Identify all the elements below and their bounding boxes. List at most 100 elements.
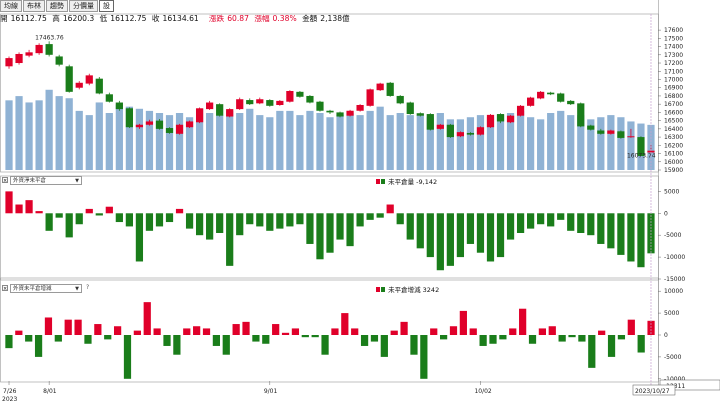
- candle-body: [597, 130, 605, 134]
- close-label: 收: [151, 14, 160, 23]
- candle-body: [65, 66, 73, 92]
- volume-bar: [326, 117, 334, 170]
- oi-change-bar: [459, 310, 467, 335]
- oi-change-bar: [84, 335, 92, 344]
- candle-body: [226, 109, 234, 117]
- oi-bar: [537, 213, 545, 225]
- oi-change-bar: [133, 330, 141, 335]
- candle-body: [577, 103, 585, 127]
- oi-bar: [406, 213, 414, 240]
- price-tick-label: 15900: [664, 167, 683, 174]
- oi-bar: [256, 213, 264, 227]
- change-value: 60.87: [227, 14, 249, 23]
- oi-bar: [35, 211, 43, 214]
- oi-change-bar: [5, 335, 13, 349]
- oi-bar: [577, 213, 585, 233]
- candle-body: [125, 108, 133, 128]
- oi-change-bar: [94, 324, 102, 335]
- panel2-checkbox[interactable]: ×: [2, 177, 8, 184]
- panel2-select[interactable]: 外資淨未平倉 ▼: [10, 176, 82, 185]
- candle-body: [236, 99, 244, 110]
- oi-change-bar: [479, 335, 487, 346]
- volume-bar: [627, 121, 635, 170]
- oi-change-bar: [44, 317, 53, 335]
- oi-change-bar: [489, 335, 497, 344]
- oi-bar: [246, 213, 254, 225]
- panel3-select[interactable]: 外資未平倉增減 ▼: [10, 284, 82, 293]
- oi-bar: [175, 208, 184, 214]
- candle-body: [406, 102, 414, 115]
- oi-change-bar: [272, 324, 280, 335]
- volume-bar: [376, 106, 384, 170]
- cursor-date-box: [632, 384, 676, 396]
- high-value: 16200.3: [62, 14, 95, 23]
- candle-body: [75, 82, 83, 88]
- tab-volume-profile[interactable]: 分價量: [69, 0, 98, 12]
- oi-change-bar: [202, 328, 211, 335]
- volume-bar: [206, 113, 214, 170]
- volume-bar: [607, 115, 615, 170]
- oi-change-tick-label: 10000: [664, 288, 683, 295]
- oi-bar: [597, 213, 605, 244]
- volume-bar: [226, 110, 234, 170]
- candle-body: [346, 110, 354, 116]
- help-icon[interactable]: ?: [86, 284, 90, 291]
- oi-change-bar: [153, 328, 161, 335]
- oi-change-bar: [311, 335, 319, 338]
- candle-body: [647, 150, 655, 153]
- panel3-checkbox[interactable]: ×: [2, 285, 8, 292]
- candle-body: [376, 83, 384, 91]
- change-label: 漲跌: [209, 14, 225, 23]
- tab-bollinger[interactable]: 布林: [23, 0, 45, 12]
- oi-bar: [346, 213, 354, 247]
- volume-bar: [125, 106, 133, 170]
- oi-bar: [516, 213, 525, 233]
- oi-bar: [316, 213, 324, 260]
- tab-ma[interactable]: 均線: [0, 0, 22, 12]
- oi-bar: [547, 213, 555, 227]
- volume-bar: [567, 115, 575, 170]
- volume-bar: [35, 100, 43, 170]
- candle-body: [135, 124, 144, 128]
- oi-change-bar: [281, 332, 290, 335]
- volume-bar: [25, 102, 33, 170]
- price-tick-label: 16800: [664, 93, 683, 100]
- volume-bar: [356, 115, 364, 170]
- oi-bar: [386, 204, 394, 214]
- oi-bar: [486, 213, 495, 262]
- tab-settings[interactable]: 設: [99, 0, 114, 12]
- oi-change-tick-label: -10000: [664, 376, 685, 383]
- oi-change-bar: [499, 335, 507, 340]
- volume-bar: [516, 110, 525, 170]
- volume-bar: [386, 115, 394, 170]
- volume-bar: [316, 113, 324, 170]
- oi-bar: [195, 213, 204, 236]
- volume-bar: [145, 110, 154, 170]
- oi-bar: [527, 213, 535, 229]
- candle-body: [246, 100, 254, 105]
- volume-bar: [306, 110, 314, 170]
- candle-body: [617, 131, 625, 138]
- price-tick-label: 16400: [664, 126, 683, 133]
- candle-body: [456, 132, 465, 137]
- candle-body: [256, 99, 264, 104]
- oi-change-bar: [637, 335, 645, 353]
- volume-bar: [55, 96, 63, 170]
- cursor-date-label: 2023/10/27: [635, 388, 670, 395]
- price-tick-label: 16600: [664, 109, 683, 116]
- oi-change-bar: [370, 335, 379, 342]
- oi-change-bar: [420, 335, 428, 379]
- candle-body: [296, 91, 304, 97]
- oi-bar: [476, 213, 485, 253]
- volume-bar: [617, 117, 625, 170]
- oi-bar: [266, 213, 274, 231]
- volume-bar: [547, 113, 555, 170]
- oi-change-bar: [143, 302, 151, 335]
- volume-bar: [577, 115, 585, 170]
- candle-body: [326, 110, 334, 113]
- tab-trend[interactable]: 趨勢: [46, 0, 68, 12]
- oi-change-bar: [449, 326, 458, 335]
- oi-bar: [396, 213, 404, 225]
- volume-bar: [336, 115, 344, 170]
- legend-down-swatch: [381, 179, 385, 184]
